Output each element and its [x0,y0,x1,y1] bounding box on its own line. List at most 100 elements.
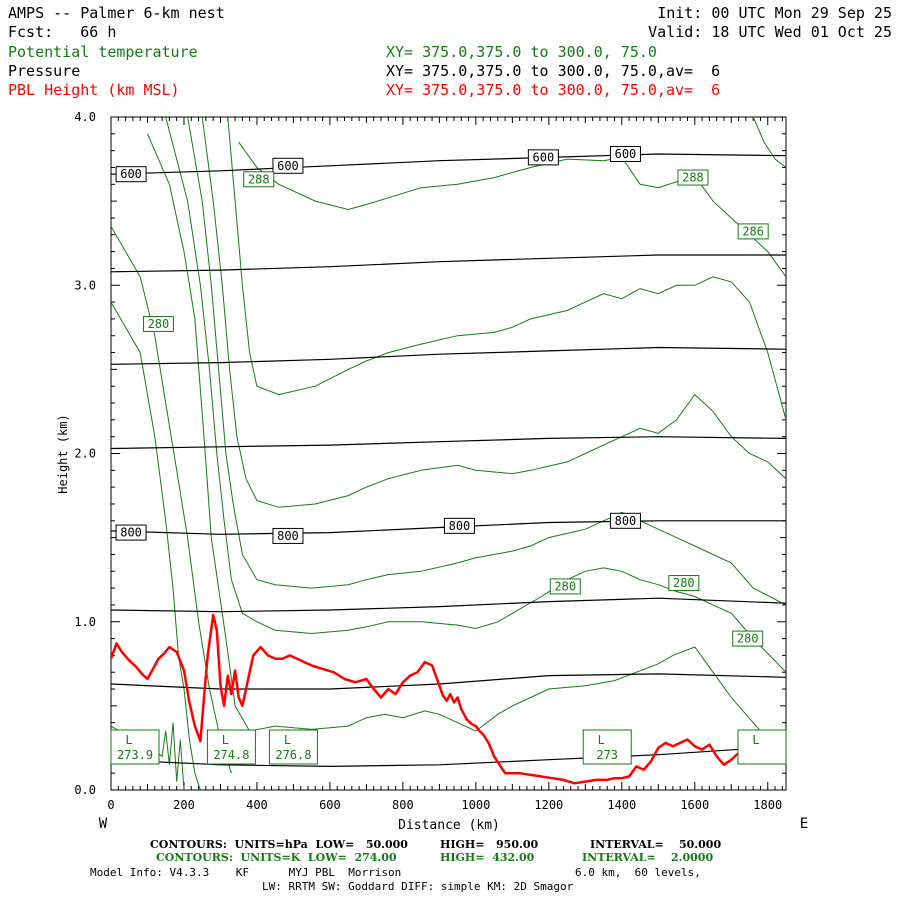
y-tick-label: 3.0 [74,278,96,292]
theta-contour-label: 280 [673,576,695,590]
theta-minimum-value: 276.8 [275,748,311,762]
pbl-height-series [111,613,786,785]
model-info: Model Info: V4.3.3 KF MYJ PBL Morrison [90,866,402,879]
theta-minimum-mark: L [125,733,132,747]
pressure-contour-label-box [272,527,304,544]
theta-minimum-mark: L [222,733,229,747]
forecast-hour: Fcst: 66 h [8,23,117,41]
pressure-contour-label-box [609,512,641,529]
x-tick-label: 1000 [461,798,490,812]
theta-minimum-box [582,729,632,765]
pressure-contour-line [111,745,786,768]
x-tick-label: 200 [173,798,195,812]
model-resolution: 6.0 km, 60 levels, [575,866,701,879]
pressure-contour-info: CONTOURS: UNITS=hPa LOW= 50.000 [150,838,408,851]
west-label: W [99,816,108,832]
pressure-contour-label-box [609,146,641,163]
x-tick-label: 1400 [607,798,636,812]
theta-contour-label: 288 [682,171,704,185]
pressure-contour-label-box [115,166,147,183]
theta-contour-line [227,117,786,420]
contour-labels: 600 600 600 600 800 800 800 800 288 288 286 280 280 2… [110,146,787,765]
theta-contour-label-box [549,578,581,595]
field-potential-temperature: Potential temperature [8,43,198,61]
pressure-contour-line [111,254,786,273]
pbl-height-line [111,613,786,785]
chart-title: AMPS -- Palmer 6-km nest [8,4,225,22]
theta-contour-line [201,117,786,508]
theta-contours [111,117,786,790]
pressure-contour-label-box [443,517,475,534]
theta-contour-line [752,117,786,168]
theta-minimum-mark: L [598,733,605,747]
theta-contour-interval: INTERVAL= 2.0000 [582,851,714,864]
pressure-contour-label-box [527,149,559,166]
theta-contour-label: 288 [248,172,270,186]
east-label: E [800,816,808,832]
pressure-contour-label-box [115,524,147,541]
field-pressure: Pressure [8,62,81,80]
x-tick-label: 0 [107,798,114,812]
theta-contour-line [187,117,786,606]
theta-contour-label: 280 [554,579,576,593]
theta-minimum-box [206,729,256,765]
x-tick-label: 1800 [753,798,782,812]
pressure-contour-label: 800 [120,526,142,540]
theta-contour-line [238,141,786,278]
pressure-contour-label-box [272,157,304,174]
xy-potential-temperature: XY= 375.0,375.0 to 300.0, 75.0 [386,43,657,61]
theta-contour-label-box [243,171,275,188]
pressure-contour-line [111,597,786,613]
plot-area [110,116,787,791]
pressure-contour-label: 600 [120,167,142,181]
xy-pbl-height: XY= 375.0,375.0 to 300.0, 75.0,av= 6 [386,81,721,99]
pressure-contour-line [111,153,786,175]
valid-time: Valid: 18 UTC Wed 01 Oct 25 [648,23,892,41]
field-pbl-height: PBL Height (km MSL) [8,81,180,99]
theta-contour-high: HIGH= 432.00 [440,851,535,864]
model-physics: LW: RRTM SW: Goddard DIFF: simple KM: 2D… [262,880,574,893]
y-axis-label: Height (km) [56,414,70,493]
theta-minimum-value: 273.9 [117,748,153,762]
x-axis-label: Distance (km) [398,818,500,833]
x-tick-label: 400 [246,798,268,812]
pressure-contour-label: 600 [277,159,299,173]
theta-contour-label: 280 [737,632,759,646]
pressure-contour-label: 800 [277,529,299,543]
pressure-contour-line [111,346,786,365]
theta-contour-line [147,133,786,757]
pressure-contour-high: HIGH= 950.00 [440,838,539,851]
theta-contour-line [111,226,232,774]
pressure-contour-line [111,673,786,690]
theta-contour-info: CONTOURS: UNITS=K LOW= 274.00 [156,851,397,864]
theta-minimum-box [737,729,787,765]
pressure-contours [111,153,786,768]
theta-contour-line [111,301,201,790]
x-tick-label: 600 [319,798,341,812]
pressure-contour-line [111,520,786,535]
x-tick-label: 1600 [680,798,709,812]
xy-pressure: XY= 375.0,375.0 to 300.0, 75.0,av= 6 [386,62,721,80]
pressure-contour-interval: INTERVAL= 50.000 [590,838,722,851]
theta-contour-label-box [668,575,700,592]
theta-contour-label: 280 [148,317,170,331]
theta-minimum-value: 274.8 [213,748,249,762]
theta-minimum-value: 273 [596,748,618,762]
y-tick-label: 2.0 [74,447,96,461]
theta-contour-label-box [677,169,709,186]
pressure-contour-label: 800 [615,514,637,528]
theta-contour-label-box [142,315,174,332]
pressure-contour-label: 600 [615,147,637,161]
x-tick-label: 800 [392,798,414,812]
pressure-contour-label: 800 [449,519,471,533]
axes: Height (km) Distance (km) W E 0 200 400 600… [56,110,808,833]
theta-minimum-box [268,729,318,765]
y-tick-label: 1.0 [74,615,96,629]
x-tick-label: 1200 [534,798,563,812]
theta-contour-label-box [732,630,764,647]
theta-contour-label-box [737,223,769,240]
y-tick-label: 0.0 [74,783,96,797]
init-time: Init: 00 UTC Mon 29 Sep 25 [657,4,892,22]
y-tick-label: 4.0 [74,110,96,124]
